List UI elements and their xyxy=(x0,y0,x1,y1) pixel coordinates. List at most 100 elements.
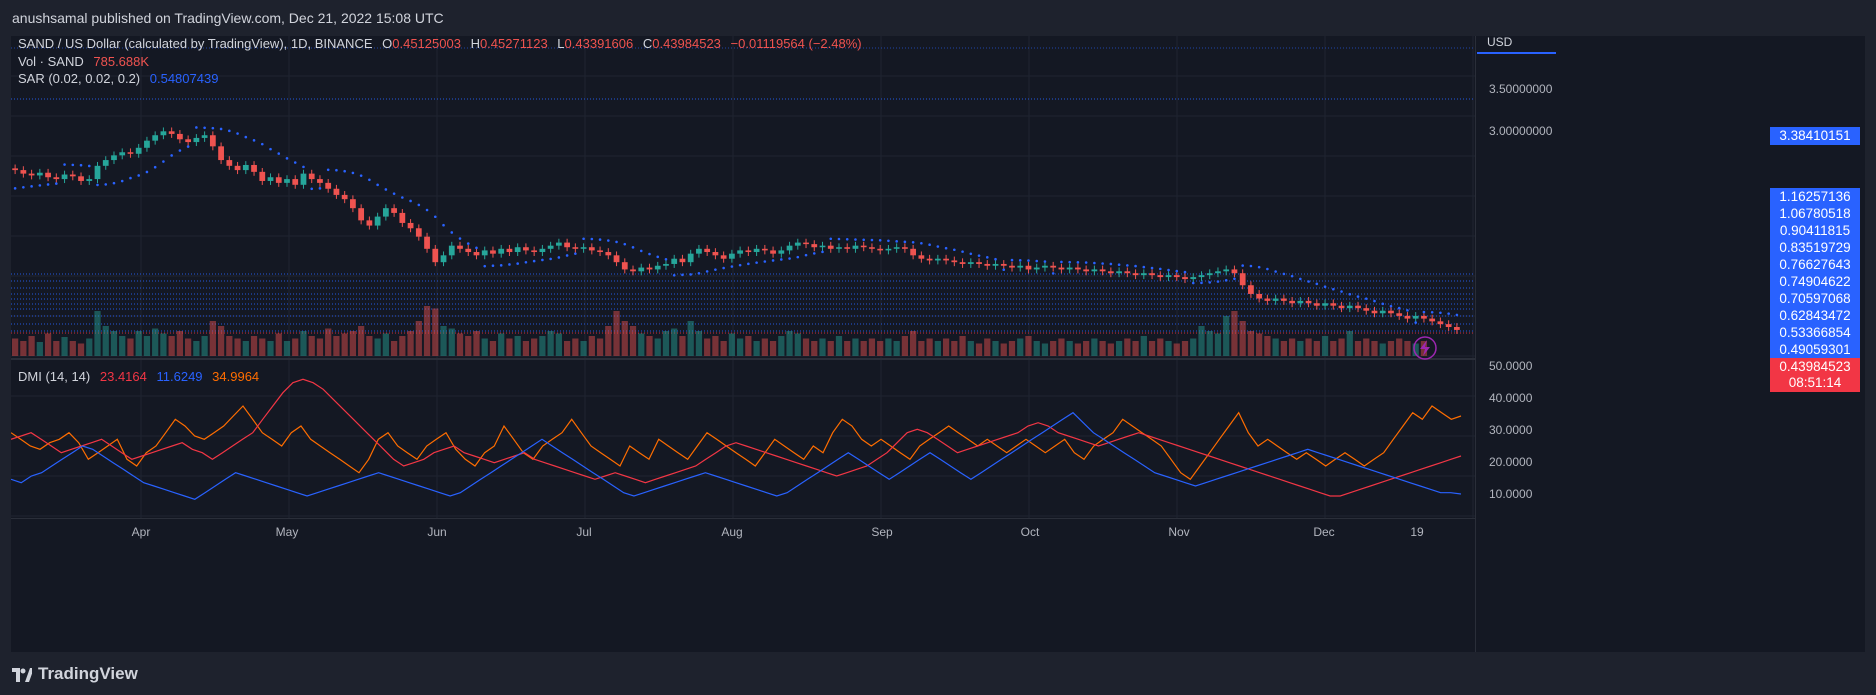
sar-dot xyxy=(1266,267,1269,271)
candle-body xyxy=(1042,265,1048,268)
volume-bar xyxy=(61,337,68,356)
volume-bar xyxy=(580,341,587,356)
volume-bar xyxy=(20,341,27,356)
sar-dot xyxy=(1043,260,1047,263)
candle-body xyxy=(432,248,439,263)
volume-bar xyxy=(893,341,900,356)
tradingview-logo[interactable]: TradingView xyxy=(12,664,138,684)
sar-dot xyxy=(780,258,783,261)
volume-bar xyxy=(844,341,851,356)
candle-body xyxy=(358,208,365,221)
sar-dot xyxy=(1430,310,1434,314)
time-label: Nov xyxy=(1168,525,1189,539)
volume-bar xyxy=(910,331,917,356)
candle-body xyxy=(786,245,793,251)
candle-body xyxy=(1066,267,1073,270)
sar-dot xyxy=(343,169,346,173)
candle-body xyxy=(506,248,513,253)
volume-bar xyxy=(1223,316,1230,356)
replay-icon[interactable] xyxy=(1413,336,1437,360)
sar-dot xyxy=(582,237,585,241)
price-level-label: 0.62843472 xyxy=(1770,307,1860,325)
volume-bar xyxy=(283,341,291,356)
candle-body xyxy=(1025,265,1032,270)
candle-body xyxy=(1396,313,1403,316)
volume-bar xyxy=(1033,341,1040,356)
sar-dot xyxy=(928,243,931,247)
time-label: Jul xyxy=(576,525,591,539)
last-price-label: 0.43984523 xyxy=(1770,358,1860,376)
volume-bar xyxy=(1074,343,1082,356)
volume-bar xyxy=(811,341,818,356)
candle-body xyxy=(1107,271,1114,274)
volume-bar xyxy=(1107,343,1114,356)
sar-dot xyxy=(977,254,981,257)
candle-body xyxy=(1182,277,1188,280)
sar-dot xyxy=(1191,281,1195,285)
sar-dot xyxy=(549,257,552,261)
volume-bar xyxy=(753,341,760,356)
volume-bar xyxy=(506,338,513,356)
sar-dot xyxy=(1208,281,1212,284)
candle-body xyxy=(267,177,274,181)
candle-body xyxy=(1099,269,1106,272)
candle-body xyxy=(28,173,35,176)
sar-dot xyxy=(681,273,684,277)
chart-canvas[interactable]: Apr May Jun Jul Aug Sep Oct Nov Dec 19 3.50000000… xyxy=(11,36,1865,652)
volume-bar xyxy=(481,338,488,356)
low-label: L xyxy=(557,36,565,51)
volume-bar xyxy=(267,341,274,356)
candle-body xyxy=(45,172,51,178)
volume-bar xyxy=(1091,338,1098,356)
volume-bar xyxy=(1041,343,1049,356)
sar-dot xyxy=(22,186,25,189)
candle-body xyxy=(1215,271,1221,274)
volume-bar xyxy=(728,333,735,356)
volume-bar xyxy=(1173,343,1180,356)
sar-dot xyxy=(1134,264,1137,268)
candle-body xyxy=(448,245,455,256)
time-label: 19 xyxy=(1410,525,1424,539)
candle-body xyxy=(308,173,315,180)
volume-bar xyxy=(448,328,455,356)
candle-body xyxy=(1149,273,1155,276)
sar-dot xyxy=(236,132,239,135)
sar-dot xyxy=(63,163,66,166)
sar-dot xyxy=(1397,306,1401,310)
volume-bar xyxy=(12,338,19,356)
sar-dot xyxy=(1150,266,1154,270)
time-label: Aug xyxy=(721,525,742,539)
sar-dot xyxy=(1216,280,1220,283)
candle-body xyxy=(663,263,669,266)
volume-bar xyxy=(596,338,604,356)
sar-dot xyxy=(911,241,915,244)
candle-body xyxy=(1330,303,1337,306)
price-level-label: 1.06780518 xyxy=(1770,205,1860,223)
volume-bar xyxy=(217,326,225,356)
sar-dot xyxy=(771,259,775,262)
volume-bar xyxy=(984,338,991,356)
sar-dots xyxy=(13,126,1459,324)
sar-dot xyxy=(944,246,948,250)
sar-dot xyxy=(878,238,882,242)
volume-bar xyxy=(1264,336,1271,356)
volume-bar xyxy=(629,326,637,356)
volume-bar xyxy=(1231,311,1238,356)
volume-bar xyxy=(135,331,142,356)
candle-body xyxy=(119,152,126,156)
volume-bar xyxy=(209,321,216,356)
volume-bar xyxy=(440,326,447,356)
candle-body xyxy=(94,165,101,180)
volume-bar xyxy=(456,333,464,356)
candle-body xyxy=(959,262,966,264)
volume-bar xyxy=(1412,343,1419,356)
volume-bar xyxy=(1058,338,1065,356)
candle-body xyxy=(770,250,776,254)
candle-body xyxy=(1231,269,1238,274)
chart-frame[interactable]: Apr May Jun Jul Aug Sep Oct Nov Dec 19 3.50000000… xyxy=(11,36,1865,652)
candle-body xyxy=(1256,293,1263,299)
sar-dot xyxy=(557,256,561,259)
volume-bar xyxy=(1206,331,1213,356)
sar-dot xyxy=(1101,262,1104,265)
volume-bar xyxy=(885,338,892,356)
